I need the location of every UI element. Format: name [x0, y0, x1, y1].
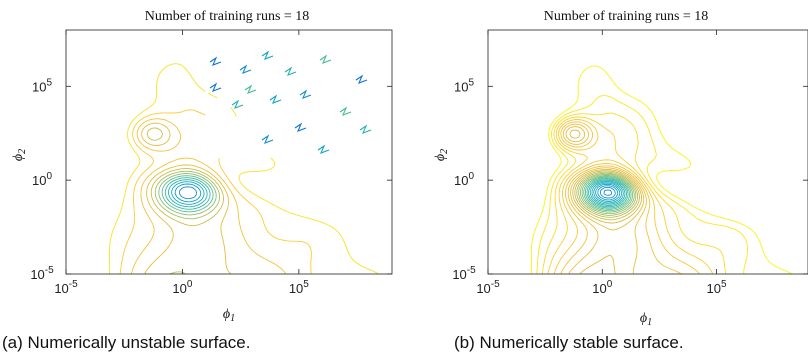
contour-fragment: [209, 82, 222, 92]
contour-level-11: [597, 185, 619, 201]
contour-level-10: [161, 175, 214, 213]
contour-level-16: [119, 109, 312, 275]
contour-level-15: [589, 180, 626, 206]
caption: (a) Numerically unstable surface.: [2, 333, 251, 352]
contour-fragment: [355, 74, 368, 84]
contour-fragment: [284, 66, 297, 76]
contour-level-10: [599, 186, 616, 199]
y-tick-label: 100: [32, 171, 52, 188]
contour-level-31: [541, 112, 727, 275]
contour-fragment: [269, 94, 282, 104]
contour-level-12: [595, 183, 621, 202]
contour-fragment: [359, 124, 372, 134]
plot-area: [488, 30, 808, 274]
plot-area: [66, 30, 392, 274]
x-tick-label: 10-5: [476, 279, 500, 296]
contour-level-12: [154, 170, 221, 220]
contour-level-7: [171, 181, 205, 205]
contour-lines: [530, 65, 793, 275]
contour-fragment: [339, 106, 352, 116]
contour-fragment: [209, 56, 222, 66]
y-axis-label: ϕ2: [433, 149, 450, 161]
contour-level-13: [593, 182, 623, 204]
contour-level-14: [141, 122, 232, 275]
contour-level-24: [574, 170, 640, 221]
contour-level-29: [553, 119, 701, 275]
contour-fragment: [261, 50, 274, 60]
x-tick-label: 105: [289, 279, 309, 296]
contour-level-11: [158, 173, 217, 216]
x-tick-label: 100: [172, 279, 192, 296]
y-tick-label: 10-5: [30, 265, 54, 282]
contour-level-22: [578, 172, 637, 216]
panel-a: Number of training runs = 18 10-5 100 105 1…: [2, 9, 393, 352]
contour-level-18: [584, 177, 631, 210]
y-tick-label: 10-5: [452, 265, 476, 282]
contour-level-23: [576, 171, 639, 218]
contour-plot-b: Number of training runs = 18 10-5 100 105 1…: [433, 9, 808, 328]
contour-level-25: [569, 129, 642, 224]
y-tick-label: 105: [32, 77, 52, 94]
contour-level-26: [565, 126, 645, 275]
x-tick-label: 105: [707, 279, 727, 296]
x-tick-label: 100: [592, 279, 612, 296]
contour-level-17: [109, 63, 379, 275]
plot-title: Number of training runs = 18: [145, 9, 310, 24]
x-axis-label: ϕ1: [223, 307, 235, 324]
contour-level-8: [168, 179, 208, 208]
contour-fragment: [244, 84, 257, 94]
caption: (b) Numerically stable surface.: [454, 333, 684, 352]
contour-level-15: [130, 118, 287, 275]
x-tick-label: 10-5: [54, 279, 78, 296]
contour-level-9: [164, 177, 211, 210]
y-axis-label: ϕ2: [11, 149, 28, 161]
contour-level-21: [579, 173, 635, 215]
contour-level-27: [562, 123, 647, 275]
x-axis-label: ϕ1: [640, 311, 652, 328]
contour-fragment: [317, 144, 330, 154]
contour-fragment: [231, 99, 244, 109]
plot-title: Number of training runs = 18: [544, 9, 709, 24]
y-tick-label: 100: [454, 171, 474, 188]
contour-level-32: [536, 95, 749, 275]
contour-level-13: [146, 127, 224, 275]
contour-level-30: [547, 116, 714, 275]
contour-fragment: [294, 122, 307, 132]
contour-plot-a: Number of training runs = 18 10-5 100 105 1…: [11, 9, 393, 324]
contour-level-14: [591, 181, 624, 205]
contour-level-28: [560, 121, 683, 275]
axes-box: [487, 29, 808, 275]
contour-level-16: [588, 179, 628, 208]
contour-level-6: [174, 183, 202, 203]
contour-fragment: [239, 64, 252, 74]
contour-level-33: [530, 65, 793, 275]
contour-fragment: [299, 89, 312, 99]
axes-box: [65, 29, 393, 275]
contour-level-20: [581, 175, 634, 213]
contour-lines: [109, 50, 379, 275]
panel-b: Number of training runs = 18 10-5 100 105 1…: [404, 0, 808, 360]
contour-level-19: [583, 176, 632, 212]
contour-level-9: [603, 189, 613, 196]
contour-fragment: [261, 134, 274, 144]
contour-fragment: [319, 54, 332, 64]
contour-level-17: [586, 178, 629, 209]
contour-level-5: [179, 186, 198, 200]
y-tick-label: 105: [454, 77, 474, 94]
